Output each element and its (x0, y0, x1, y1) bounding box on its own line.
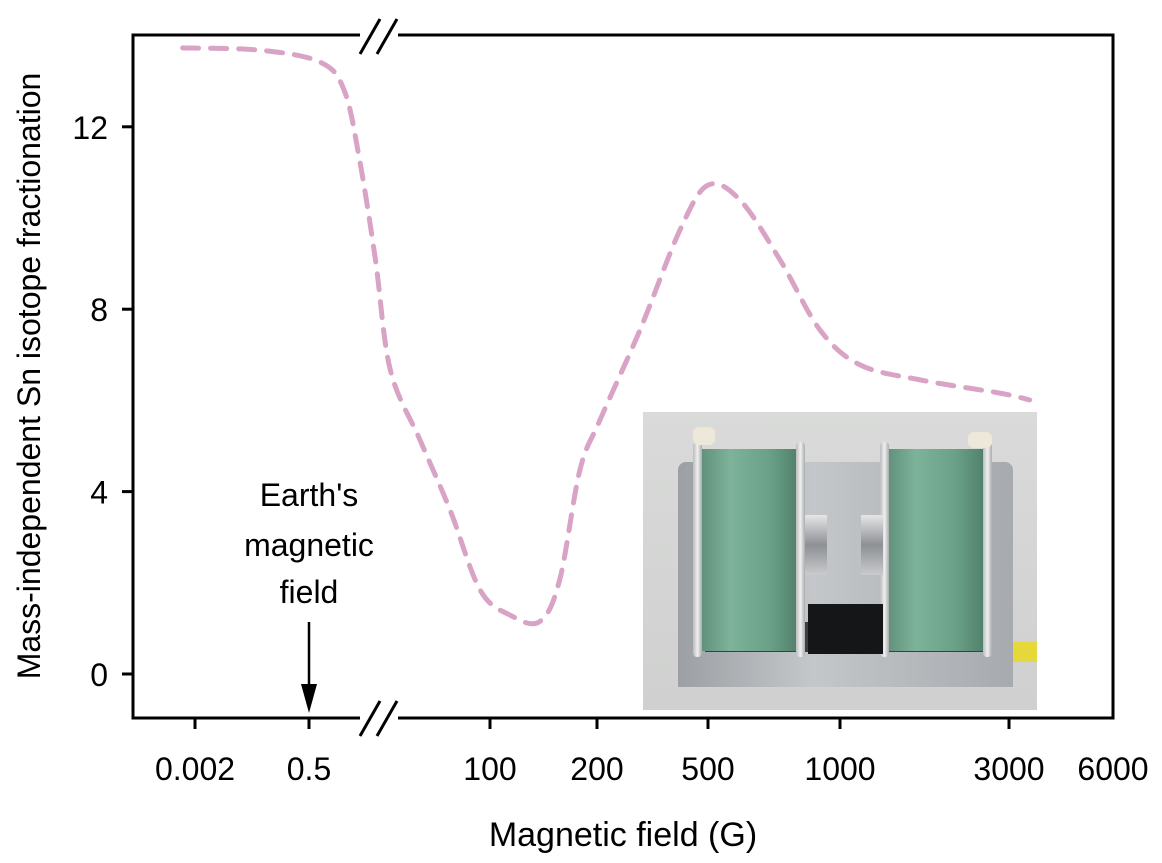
inset-photo-electromagnet (643, 412, 1037, 710)
x-tick-label: 3000 (973, 751, 1044, 787)
annotation-line: Earth's (260, 477, 359, 513)
axis-break-top (358, 18, 399, 55)
x-axis-label: Magnetic field (G) (489, 816, 757, 854)
y-tick-label: 0 (90, 657, 108, 693)
series-line (180, 45, 1033, 627)
annotation-earth-field: Earth's magnetic field (244, 477, 374, 713)
annotation-line: field (280, 574, 339, 610)
y-tick-label: 12 (72, 110, 108, 146)
x-tick-label: 1000 (804, 751, 875, 787)
x-tick-label: 500 (681, 751, 734, 787)
plot-frame (131, 33, 1115, 720)
y-axis-label: Mass-independent Sn isotope fractionatio… (11, 73, 47, 680)
x-tick-label: 0.002 (155, 751, 235, 787)
x-tick-label: 200 (570, 751, 623, 787)
axis-break-bottom (358, 700, 399, 737)
y-tick-label: 4 (90, 475, 108, 511)
y-tick-label: 8 (90, 292, 108, 328)
x-tick-label: 100 (463, 751, 516, 787)
arrow-head (301, 684, 317, 713)
x-tick-label: 6000 (1077, 751, 1148, 787)
annotation-line: magnetic (244, 527, 374, 563)
x-tick-label: 0.5 (287, 751, 331, 787)
